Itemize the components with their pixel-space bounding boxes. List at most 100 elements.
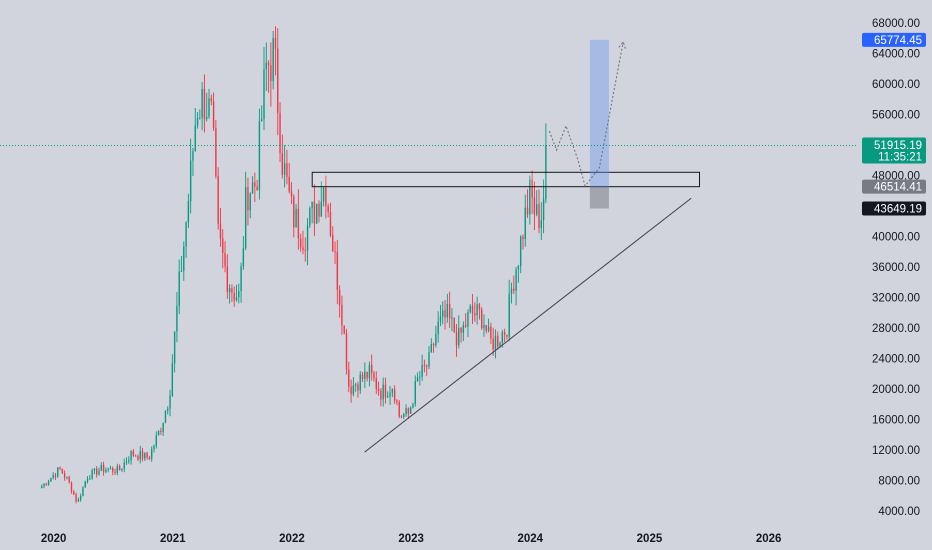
candle-body	[377, 388, 380, 391]
candle-body	[334, 251, 336, 253]
candle-body	[325, 187, 327, 207]
candle-body	[405, 408, 407, 415]
candle-body	[341, 305, 343, 326]
candle-body	[290, 191, 293, 197]
candle-body	[446, 304, 449, 318]
candle-body	[105, 469, 107, 472]
candle-body	[189, 160, 192, 202]
candle-body	[460, 327, 462, 333]
candle-body	[254, 182, 256, 187]
price-tag-value: 46514.41	[874, 182, 922, 194]
y-tick-label: 12000.00	[872, 445, 920, 457]
candle-body	[77, 499, 80, 502]
candle-body	[403, 414, 405, 417]
candle-body	[208, 98, 210, 117]
candle-body	[409, 407, 412, 414]
candle-body	[242, 248, 245, 267]
candle-body	[141, 451, 144, 459]
candle-body	[471, 305, 474, 314]
candle-body	[519, 236, 522, 267]
candle-body	[41, 486, 43, 489]
candle-body	[224, 252, 226, 267]
candle-body	[45, 483, 47, 485]
time-axis[interactable]: 2020 2021 2022 2023 2024 2025 2026	[41, 533, 782, 545]
candle-body	[102, 464, 105, 472]
target-box-profit[interactable]	[589, 39, 609, 187]
candle-body	[533, 197, 536, 215]
candle-body	[139, 451, 141, 460]
candle-body	[458, 327, 460, 346]
candle-body	[432, 343, 435, 346]
candle-body	[332, 235, 334, 252]
candle-body	[185, 222, 187, 247]
resistance-zone[interactable]	[311, 171, 701, 188]
candle-body	[183, 246, 185, 271]
candle-body	[428, 352, 430, 367]
candle-body	[439, 316, 442, 322]
candle-body	[173, 331, 176, 364]
drawing-annotations[interactable]	[311, 39, 701, 453]
candle-body	[247, 187, 249, 211]
candle-body	[274, 37, 277, 49]
candle-body	[68, 476, 70, 483]
candle-body	[153, 445, 155, 450]
candle-body	[75, 494, 77, 502]
candle-body	[137, 456, 139, 460]
candle-body	[348, 369, 350, 387]
candle-body	[125, 461, 128, 463]
candle-body	[128, 460, 130, 462]
candle-body	[476, 304, 478, 316]
candle-body	[361, 374, 364, 379]
y-tick-label: 40000.00	[872, 231, 920, 243]
candle-body	[359, 374, 361, 391]
candle-body	[59, 467, 61, 469]
candle-body	[448, 304, 451, 319]
rising-support-trendline[interactable]	[364, 197, 692, 453]
price-axis[interactable]: 68000.00 64000.00 60000.00 56000.00 48000.00…	[872, 18, 920, 518]
candle-body	[522, 236, 524, 240]
candle-body	[444, 310, 446, 318]
candle-body	[43, 483, 45, 487]
x-tick-label: 2022	[279, 533, 305, 545]
candle-body	[387, 396, 389, 398]
candle-body	[501, 332, 504, 343]
candle-body	[318, 203, 320, 217]
candle-body	[474, 313, 476, 316]
candle-body	[82, 487, 84, 497]
candle-body	[508, 293, 510, 337]
y-tick-label: 48000.00	[872, 170, 920, 182]
candle-body	[288, 176, 290, 192]
candle-body	[134, 455, 137, 457]
candle-body	[132, 450, 135, 456]
candle-body	[148, 457, 151, 459]
candle-body	[329, 212, 332, 236]
candle-body	[322, 187, 325, 202]
candle-body	[231, 288, 233, 293]
candle-body	[515, 269, 517, 291]
candle-body	[100, 464, 102, 471]
candle-body	[416, 377, 419, 382]
candle-body	[364, 371, 366, 379]
y-tick-label: 64000.00	[872, 48, 920, 60]
candle-body	[52, 475, 54, 478]
target-box-stop[interactable]	[589, 186, 609, 209]
candle-body	[112, 468, 114, 472]
y-tick-label: 20000.00	[872, 384, 920, 396]
candle-body	[490, 326, 492, 339]
y-tick-label: 28000.00	[872, 323, 920, 335]
candle-body	[352, 385, 355, 395]
candle-body	[455, 331, 458, 346]
candle-body	[366, 371, 368, 379]
candle-body	[469, 305, 471, 313]
candle-body	[354, 384, 357, 386]
candle-body	[421, 364, 423, 377]
candle-body	[316, 203, 318, 224]
x-tick-label: 2025	[637, 533, 663, 545]
y-tick-label: 56000.00	[872, 109, 920, 121]
candle-body	[327, 206, 329, 213]
projected-path-arrow[interactable]	[548, 41, 624, 188]
candle-body	[299, 238, 302, 248]
